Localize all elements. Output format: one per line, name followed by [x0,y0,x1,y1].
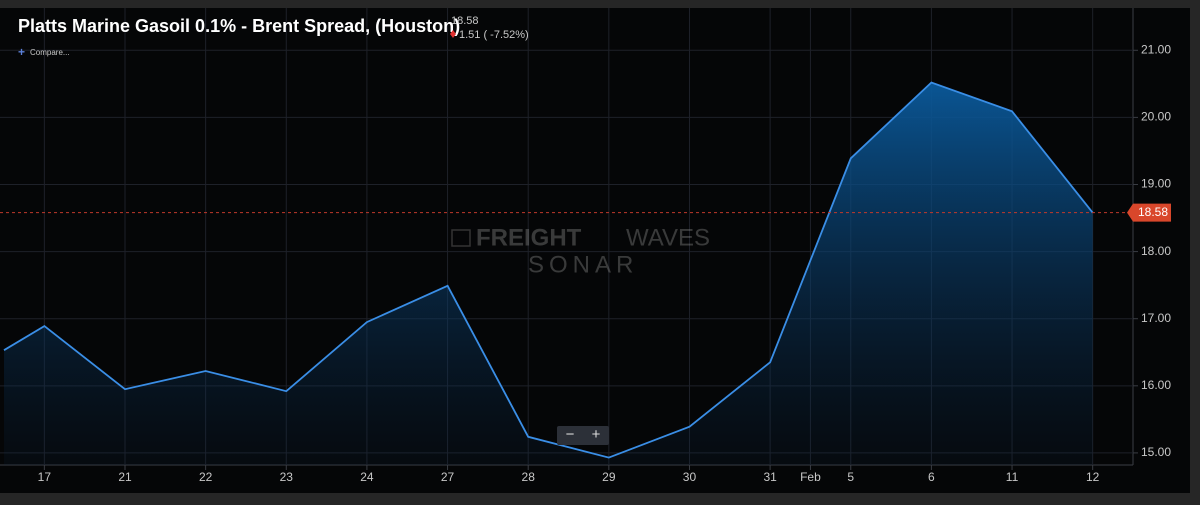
compare-icon[interactable]: + [18,45,25,59]
y-tick-label: 16.00 [1141,378,1171,392]
y-tick-label: 20.00 [1141,110,1171,124]
watermark-text: SONAR [528,251,638,278]
zoom-controls: − + [557,426,609,445]
watermark-text: FREIGHT [476,224,582,251]
x-tick-label: 5 [847,470,854,484]
x-tick-label: 28 [522,470,536,484]
y-tick-label: 21.00 [1141,42,1171,56]
x-tick-label: 22 [199,470,213,484]
y-tick-label: 17.00 [1141,311,1171,325]
x-tick-label: 30 [683,470,697,484]
plot [0,81,1133,465]
x-tick-label: 31 [763,470,777,484]
chart-title: Platts Marine Gasoil 0.1% - Brent Spread… [18,16,460,36]
x-tick-label: 29 [602,470,616,484]
zoom-in[interactable]: + [592,426,601,443]
change-icon [450,30,456,38]
x-tick-label: 11 [1006,470,1019,484]
x-tick-label: 23 [280,470,294,484]
last-price: 18.58 [451,15,479,27]
compare-button[interactable]: Compare... [30,48,70,57]
y-tick-label: 15.00 [1141,445,1171,459]
zoom-out[interactable]: − [566,426,575,443]
zoom-panel [557,426,609,445]
area [4,82,1093,465]
x-tick-label: 6 [928,470,935,484]
x-tick-label: 12 [1086,470,1100,484]
last-value-badge [1127,203,1171,222]
watermark-text: WAVES [626,224,710,251]
price-change: 1.51 ( -7.52%) [459,29,529,41]
y-tick-label: 19.00 [1141,177,1171,191]
watermark-icon [451,229,471,247]
line [3,81,1094,459]
x-tick-label: 27 [441,470,455,484]
x-tick-label: 21 [118,470,132,484]
watermark: FREIGHT WAVES SONAR [451,224,710,278]
x-tick-label: 24 [360,470,374,484]
y-tick-label: 18.00 [1141,244,1171,258]
x-tick-label: Feb [800,470,821,484]
x-tick-label: 17 [38,470,52,484]
last-value-label: 18.58 [1138,205,1168,219]
